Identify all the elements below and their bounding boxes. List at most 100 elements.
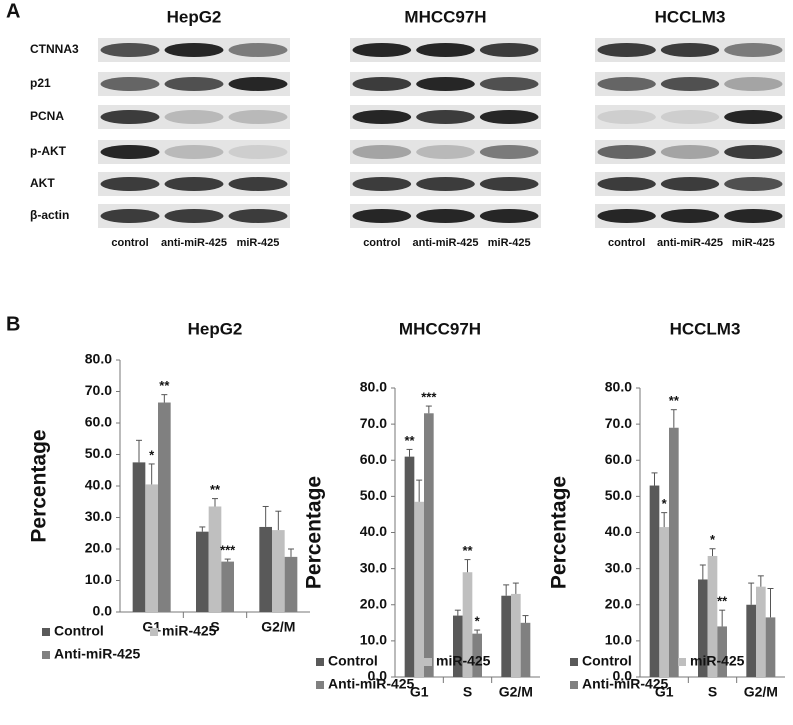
band [660, 43, 720, 57]
y-tick-label: 70.0 [605, 415, 632, 431]
band [660, 177, 720, 191]
panel-label: B [6, 313, 20, 335]
lane-label: anti-miR-425 [161, 237, 227, 249]
legend-label: miR-425 [162, 623, 217, 639]
band [660, 145, 720, 159]
band [724, 77, 783, 91]
blot-title: MHCC97H [404, 7, 486, 26]
band [479, 43, 539, 57]
band [724, 43, 783, 57]
legend-swatch [316, 681, 324, 689]
bar [472, 633, 482, 677]
bar [208, 506, 222, 612]
legend-swatch [316, 658, 324, 666]
y-tick-label: 20.0 [605, 595, 632, 611]
lane-label: anti-miR-425 [412, 237, 478, 249]
legend-swatch [678, 658, 686, 666]
legend-label: Control [582, 653, 632, 669]
blot-title: HepG2 [167, 7, 222, 26]
bar [707, 555, 718, 677]
bar [756, 586, 766, 677]
x-tick-label: G2/M [499, 684, 533, 700]
x-tick-label: G2/M [261, 619, 295, 635]
legend-swatch [570, 658, 578, 666]
bar [132, 462, 146, 612]
bar [453, 615, 463, 677]
chart-title: HepG2 [188, 319, 243, 338]
x-tick-label: G2/M [744, 684, 778, 700]
lane-label: miR-425 [732, 237, 775, 249]
band [228, 177, 288, 191]
bar [746, 604, 756, 677]
band [479, 145, 539, 159]
x-tick-label: S [210, 619, 219, 635]
y-axis-label: Percentage [548, 476, 571, 589]
y-tick-label: 60.0 [360, 451, 387, 467]
x-tick-label: G1 [655, 684, 674, 700]
y-tick-label: 30.0 [360, 559, 387, 575]
band [100, 110, 160, 124]
bar [284, 556, 298, 612]
y-tick-label: 20.0 [360, 595, 387, 611]
y-axis-label: Percentage [28, 429, 51, 542]
significance: ** [462, 543, 473, 558]
y-tick-label: 60.0 [85, 414, 112, 430]
y-tick-label: 50.0 [360, 487, 387, 503]
y-tick-label: 80.0 [605, 379, 632, 395]
significance: *** [421, 390, 437, 405]
band [724, 145, 783, 159]
band [228, 43, 288, 57]
band [164, 77, 224, 91]
legend-swatch [42, 651, 50, 659]
band [479, 77, 539, 91]
band [228, 77, 288, 91]
band [228, 145, 288, 159]
band [416, 110, 475, 124]
band [660, 209, 720, 223]
bar [659, 527, 669, 677]
y-tick-label: 70.0 [360, 415, 387, 431]
band [100, 145, 160, 159]
blot-title: HCCLM3 [655, 7, 726, 26]
significance: * [662, 496, 668, 511]
bar [520, 622, 531, 677]
row-label: β-actin [30, 208, 69, 222]
significance: * [475, 613, 481, 628]
y-tick-label: 0.0 [368, 668, 388, 684]
band [164, 110, 224, 124]
y-tick-label: 80.0 [360, 379, 387, 395]
chart-title: HCCLM3 [670, 319, 741, 338]
x-tick-label: S [463, 684, 472, 700]
panel-label: A [6, 0, 20, 22]
x-tick-label: G1 [410, 684, 429, 700]
bar [669, 427, 679, 677]
band [164, 145, 224, 159]
band [597, 209, 656, 223]
bar [259, 526, 272, 612]
chart-title: MHCC97H [399, 319, 481, 338]
band [416, 209, 475, 223]
significance: ** [669, 393, 680, 408]
band [416, 43, 475, 57]
y-tick-label: 20.0 [85, 540, 112, 556]
bar [424, 413, 434, 677]
band [724, 110, 783, 124]
bar [221, 561, 234, 612]
lane-label: control [363, 237, 400, 249]
legend-swatch [570, 681, 578, 689]
row-label: p-AKT [30, 144, 67, 158]
band [228, 110, 288, 124]
band [724, 177, 783, 191]
legend-label: Control [54, 623, 104, 639]
legend-swatch [42, 628, 50, 636]
row-label: CTNNA3 [30, 42, 79, 56]
band [724, 209, 783, 223]
legend-label: Anti-miR-425 [328, 676, 415, 692]
band [100, 209, 160, 223]
y-tick-label: 0.0 [613, 668, 633, 684]
bar [158, 402, 171, 612]
band [597, 145, 656, 159]
bar [717, 626, 727, 677]
lane-label: control [608, 237, 645, 249]
